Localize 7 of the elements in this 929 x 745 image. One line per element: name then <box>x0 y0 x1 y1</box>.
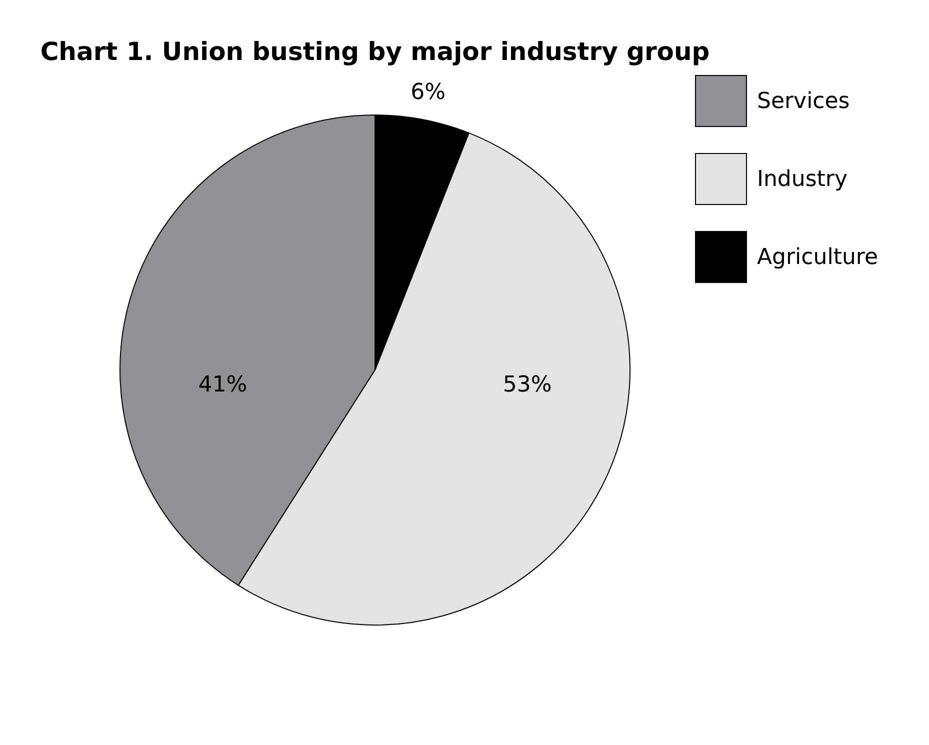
legend-label: Industry <box>757 167 848 192</box>
data-label: 53% <box>502 372 552 398</box>
legend-label: Services <box>757 89 850 114</box>
data-label: 6% <box>410 80 446 106</box>
data-label: 41% <box>198 372 248 398</box>
chart-title: Chart 1. Union busting by major industry group <box>40 37 710 66</box>
legend-label: Agriculture <box>757 245 878 270</box>
